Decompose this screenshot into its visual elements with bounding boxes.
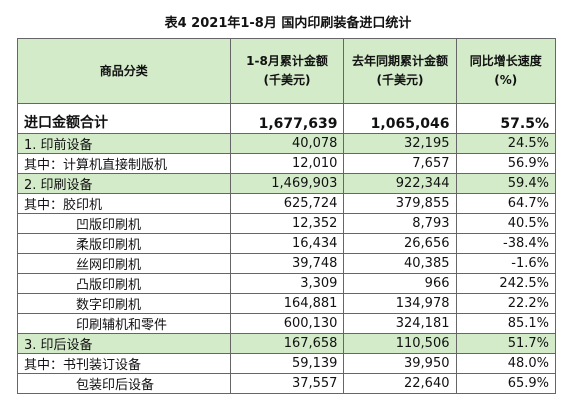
value-cell: 37,557 [229,373,345,394]
value-cell: 85.1% [455,313,556,334]
header-text: (千美元) [263,73,311,87]
header-text: 去年同期累计金额 [351,54,448,68]
value-cell: 7,657 [343,153,457,174]
table-row: 其中：书刊装订设备 59,139 39,950 48.0% [17,353,556,374]
table-body: 进口金额合计 1,677,639 1,065,046 57.5% 1. 印前设备 40,0… [17,103,556,394]
value-cell: 1,469,903 [229,173,345,194]
value-cell: 12,010 [229,153,345,174]
value-cell: 242.5% [455,273,556,294]
value-cell: 39,748 [229,253,345,274]
header-cell: 去年同期累计金额 (千美元) [343,38,457,104]
value-cell: 110,506 [343,333,457,354]
row-label: 进口金额合计 [17,103,231,134]
row-label: 3. 印后设备 [17,333,231,354]
table-row: 其中：计算机直接制版机 12,010 7,657 56.9% [17,153,556,174]
row-label: 凸版印刷机 [17,273,231,294]
value-cell: -38.4% [455,233,556,254]
value-cell: 1,677,639 [229,103,345,134]
value-cell: 32,195 [343,133,457,154]
row-label: 丝网印刷机 [17,253,231,274]
row-label: 1. 印前设备 [17,133,231,154]
row-label: 其中：计算机直接制版机 [17,153,231,174]
table-row: 数字印刷机 164,881 134,978 22.2% [17,293,556,314]
value-cell: 22,640 [343,373,457,394]
table-row: 3. 印后设备 167,658 110,506 51.7% [17,333,556,354]
value-cell: 26,656 [343,233,457,254]
table-row: 1. 印前设备 40,078 32,195 24.5% [17,133,556,154]
header-cell: 商品分类 [17,38,231,104]
value-cell: 24.5% [455,133,556,154]
value-cell: 40,385 [343,253,457,274]
value-cell: 625,724 [229,193,345,214]
value-cell: 59.4% [455,173,556,194]
value-cell: 16,434 [229,233,345,254]
value-cell: 59,139 [229,353,345,374]
table-row: 柔版印刷机 16,434 26,656 -38.4% [17,233,556,254]
table-title: 表4 2021年1-8月 国内印刷装备进口统计 [164,16,412,31]
table-row: 2. 印刷设备 1,469,903 922,344 59.4% [17,173,556,194]
table-row: 印刷辅机和零件 600,130 324,181 85.1% [17,313,556,334]
table-row: 凸版印刷机 3,309 966 242.5% [17,273,556,294]
value-cell: 922,344 [343,173,457,194]
header-cell: 1-8月累计金额 (千美元) [229,38,345,104]
value-cell: 134,978 [343,293,457,314]
value-cell: 1,065,046 [343,103,457,134]
header-cell: 同比增长速度 (%) [455,38,556,104]
row-label: 其中：胶印机 [17,193,231,214]
table-row: 丝网印刷机 39,748 40,385 -1.6% [17,253,556,274]
value-cell: 8,793 [343,213,457,234]
value-cell: 48.0% [455,353,556,374]
table-row: 其中：胶印机 625,724 379,855 64.7% [17,193,556,214]
value-cell: 40,078 [229,133,345,154]
value-cell: 164,881 [229,293,345,314]
row-label: 凹版印刷机 [17,213,231,234]
value-cell: 324,181 [343,313,457,334]
row-label: 包装印后设备 [17,373,231,394]
row-label: 2. 印刷设备 [17,173,231,194]
value-cell: 64.7% [455,193,556,214]
value-cell: 966 [343,273,457,294]
value-cell: 12,352 [229,213,345,234]
row-label: 其中：书刊装订设备 [17,353,231,374]
table-row: 凹版印刷机 12,352 8,793 40.5% [17,213,556,234]
row-label: 印刷辅机和零件 [17,313,231,334]
header-text: 商品分类 [99,63,148,78]
value-cell: 40.5% [455,213,556,234]
value-cell: 56.9% [455,153,556,174]
header-text: 1-8月累计金额 [246,54,328,68]
value-cell: 600,130 [229,313,345,334]
value-cell: 379,855 [343,193,457,214]
value-cell: 57.5% [455,103,556,134]
header-row: 商品分类 1-8月累计金额 (千美元) 去年同期累计金额 (千美元) 同比增长速度 (%) [17,38,556,104]
header-text: (千美元) [376,73,424,87]
table-row: 包装印后设备 37,557 22,640 65.9% [17,373,556,394]
value-cell: 51.7% [455,333,556,354]
row-label: 数字印刷机 [17,293,231,314]
value-cell: 65.9% [455,373,556,394]
header-text: 同比增长速度 [469,54,542,68]
value-cell: 22.2% [455,293,556,314]
header-text: (%) [494,73,518,87]
value-cell: -1.6% [455,253,556,274]
value-cell: 3,309 [229,273,345,294]
table-row: 进口金额合计 1,677,639 1,065,046 57.5% [17,103,556,134]
import-table: 商品分类 1-8月累计金额 (千美元) 去年同期累计金额 (千美元) 同比增长速度 (%) … [17,38,556,394]
value-cell: 167,658 [229,333,345,354]
row-label: 柔版印刷机 [17,233,231,254]
value-cell: 39,950 [343,353,457,374]
